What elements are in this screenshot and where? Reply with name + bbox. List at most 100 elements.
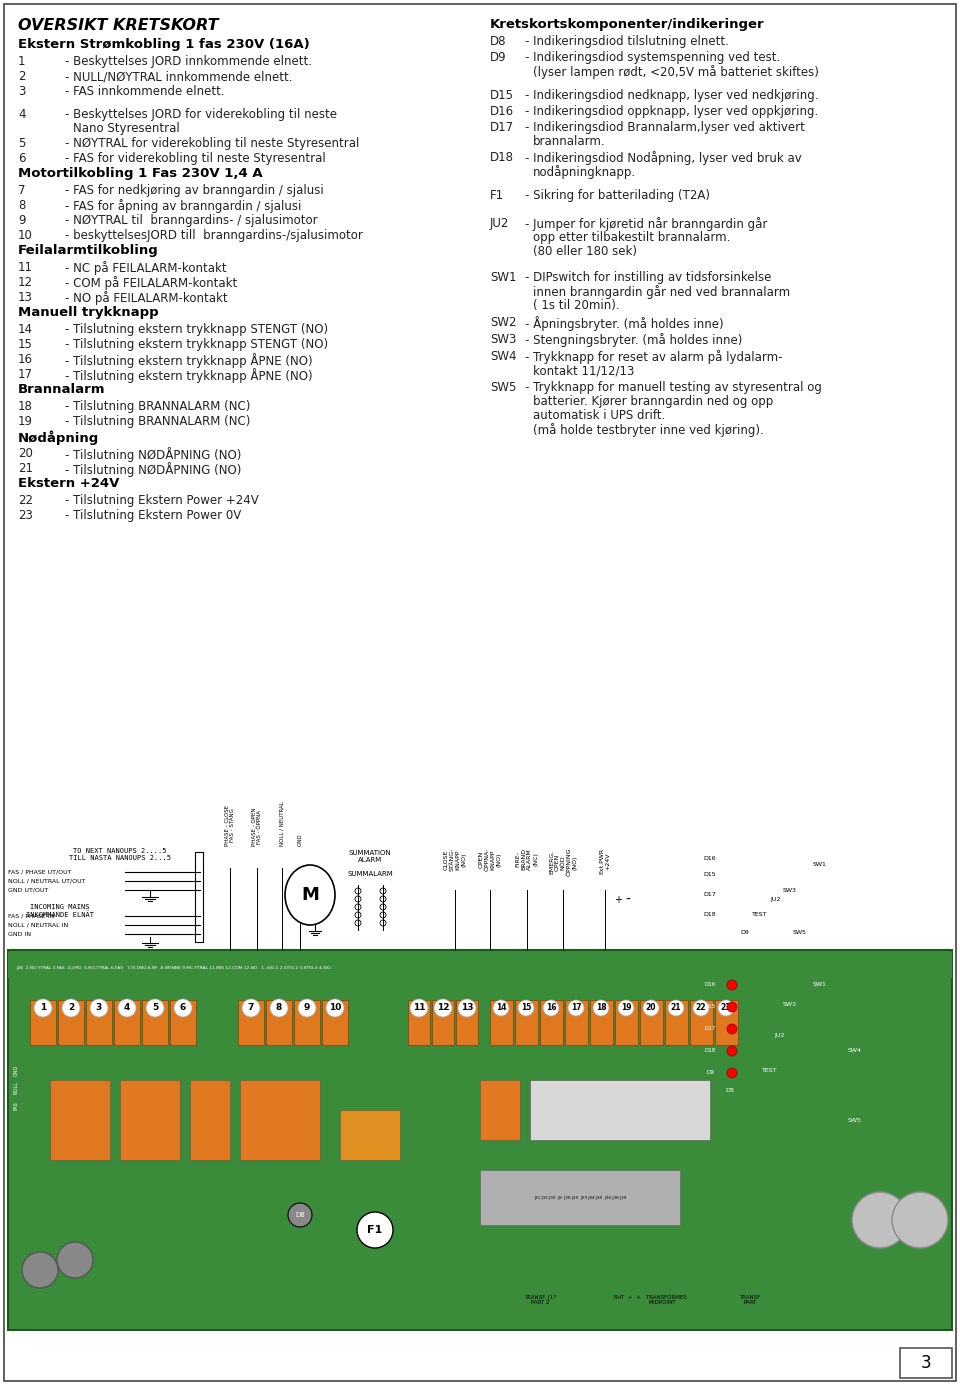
Text: TRANSF
PART: TRANSF PART [739,1295,760,1306]
Text: - DIPswitch for instilling av tidsforsinkelse: - DIPswitch for instilling av tidsforsin… [525,271,772,284]
Bar [665,1000,688,1046]
Bar [530,1080,710,1140]
Text: TO NEXT NANOUPS 2....5
TILL NASTA NANOUPS 2...5: TO NEXT NANOUPS 2....5 TILL NASTA NANOUP… [69,848,171,861]
Text: - FAS for viderekobling til neste Styresentral: - FAS for viderekobling til neste Styres… [65,152,325,165]
Bar [266,1000,292,1046]
Text: - Indikeringsdiod tilslutning elnett.: - Indikeringsdiod tilslutning elnett. [525,35,729,48]
Text: 12: 12 [18,276,33,289]
Text: - Indikeringsdiod Brannalarm,lyser ved aktivert: - Indikeringsdiod Brannalarm,lyser ved a… [525,120,804,134]
Text: - NØYTRAL for viderekobling til neste Styresentral: - NØYTRAL for viderekobling til neste St… [65,137,359,150]
Circle shape [22,1252,58,1288]
Circle shape [593,1000,609,1017]
Text: 7: 7 [248,1004,254,1012]
Text: - NO på FEILALARM-kontakt: - NO på FEILALARM-kontakt [65,291,228,305]
Bar [114,1000,140,1046]
Text: - Jumper for kjøretid når branngardin går: - Jumper for kjøretid når branngardin gå… [525,217,767,231]
Text: - Tilslutning BRANNALARM (NC): - Tilslutning BRANNALARM (NC) [65,416,251,428]
Text: JU2: JU2 [770,897,780,903]
Bar [294,1000,320,1046]
Text: - NC på FEILALARM-kontakt: - NC på FEILALARM-kontakt [65,260,227,276]
Text: F1: F1 [490,188,504,202]
Text: FAS / PHASE UT/OUT: FAS / PHASE UT/OUT [8,870,71,874]
Circle shape [668,1000,684,1017]
Text: D16: D16 [704,856,716,860]
Bar [8,951,952,978]
Text: 5: 5 [18,137,25,150]
Circle shape [727,1024,737,1035]
Text: GND IN: GND IN [8,932,31,936]
Text: 9: 9 [18,215,26,227]
Bar [615,1000,638,1046]
Text: 18: 18 [596,1004,607,1012]
Text: D18: D18 [704,913,716,917]
Circle shape [892,1192,948,1248]
Text: D17: D17 [705,1026,715,1032]
Text: 18: 18 [18,400,33,413]
Bar [240,1080,320,1161]
Bar [540,1000,563,1046]
Text: SW4: SW4 [490,350,516,363]
Text: CLOSE
STÄNG-
KNAPP
(NO): CLOSE STÄNG- KNAPP (NO) [444,848,467,871]
Circle shape [146,999,164,1017]
Text: - Tilslutning ekstern trykknapp ÅPNE (NO): - Tilslutning ekstern trykknapp ÅPNE (NO… [65,353,313,368]
Text: 17: 17 [18,368,33,381]
Text: (80 eller 180 sek): (80 eller 180 sek) [533,245,637,258]
Text: 15: 15 [18,338,33,350]
Text: 15: 15 [521,1004,531,1012]
Text: GND: GND [13,1065,18,1076]
Text: GND UT/OUT: GND UT/OUT [8,888,48,892]
Text: SW1: SW1 [813,863,827,867]
Text: - Beskyttelses JORD for viderekobling til neste: - Beskyttelses JORD for viderekobling ti… [65,108,337,120]
Text: Feilalarmtilkobling: Feilalarmtilkobling [18,244,158,258]
Bar [490,1000,513,1046]
Text: M: M [301,886,319,904]
Text: 4: 4 [18,108,26,120]
Circle shape [852,1192,908,1248]
Text: 23: 23 [721,1004,732,1012]
Bar [50,1080,110,1161]
Bar [322,1000,348,1046]
Text: Manuell trykknapp: Manuell trykknapp [18,306,158,319]
Text: - Sikring for batterilading (T2A): - Sikring for batterilading (T2A) [525,188,710,202]
Circle shape [568,1000,584,1017]
Text: EMERG.
OPEN
NÖD
ÖPPNING
(NO): EMERG. OPEN NÖD ÖPPNING (NO) [549,848,577,877]
Circle shape [727,1001,737,1012]
Circle shape [62,999,80,1017]
Bar [142,1000,168,1046]
Text: - Trykknapp for manuell testing av styresentral og: - Trykknapp for manuell testing av styre… [525,381,822,393]
Circle shape [718,1000,734,1017]
Text: BAT  +  +   TRANSFORMER
              MIDPOINT: BAT + + TRANSFORMER MIDPOINT [613,1295,686,1306]
Text: D18: D18 [490,151,514,163]
Text: 6: 6 [180,1004,186,1012]
Text: D18: D18 [705,1048,715,1054]
Text: SW3: SW3 [783,1003,797,1007]
Text: - beskyttelsesJORD till  branngardins-/sjalusimotor: - beskyttelsesJORD till branngardins-/sj… [65,229,363,242]
Text: F1: F1 [368,1224,383,1235]
Text: SUMMATION
ALARM

SUMMALARM: SUMMATION ALARM SUMMALARM [348,850,393,877]
Text: JU2: JU2 [490,217,510,230]
Text: TRANSF. J17
PART 2: TRANSF. J17 PART 2 [524,1295,556,1306]
Text: J2B  2.NO.YTRAL 3.FAS  4.J.MO  5.NO.YTRAL 6.FAS   7.IS.DNG 8.NF  8.NFINNE 9.MC.Y: J2B 2.NO.YTRAL 3.FAS 4.J.MO 5.NO.YTRAL 6… [16,965,330,969]
Text: - Åpningsbryter. (må holdes inne): - Åpningsbryter. (må holdes inne) [525,316,724,331]
Text: 7: 7 [18,184,26,197]
Bar [565,1000,588,1046]
Bar [340,1109,400,1161]
Text: TEST: TEST [762,1068,778,1072]
Text: - FAS for åpning av branngardin / sjalusi: - FAS for åpning av branngardin / sjalus… [65,199,301,213]
Text: - Indikeringsdiod oppknapp, lyser ved oppkjøring.: - Indikeringsdiod oppknapp, lyser ved op… [525,105,818,118]
Text: JU2: JU2 [775,1032,785,1037]
Text: 2: 2 [68,1004,74,1012]
Text: D17: D17 [490,120,515,134]
Text: - Tilslutning ekstern trykknapp ÅPNE (NO): - Tilslutning ekstern trykknapp ÅPNE (NO… [65,368,313,384]
Bar [432,1000,454,1046]
Text: PHASE - CLOSE
FAS - STÄNG: PHASE - CLOSE FAS - STÄNG [225,805,235,846]
Text: 22: 22 [696,1004,707,1012]
Circle shape [174,999,192,1017]
Text: 9: 9 [303,1004,310,1012]
Text: 3: 3 [96,1004,102,1012]
Text: - Tilslutning Ekstern Power +24V: - Tilslutning Ekstern Power +24V [65,494,259,507]
Text: SW5: SW5 [848,1118,862,1122]
Text: SW4: SW4 [848,1047,862,1053]
Text: 19: 19 [621,1004,632,1012]
Bar [715,1000,738,1046]
